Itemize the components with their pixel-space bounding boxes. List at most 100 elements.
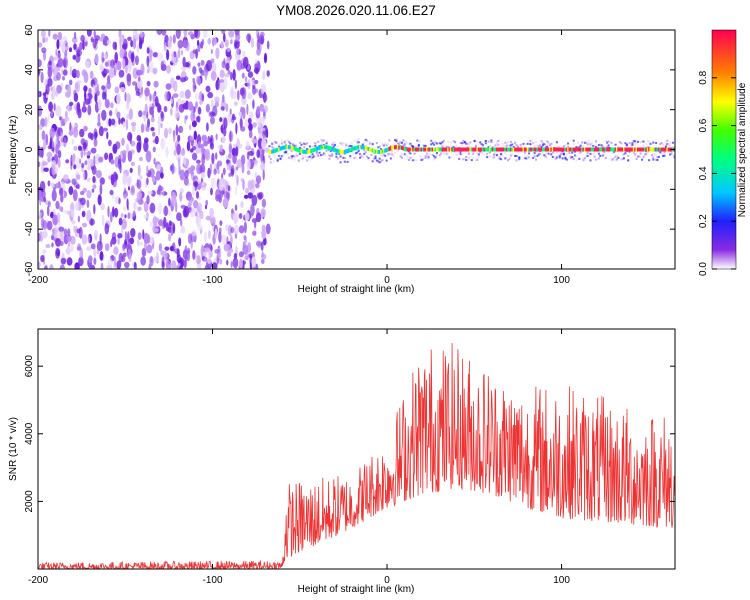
signal-halo (575, 146, 578, 148)
signal-halo (495, 154, 498, 156)
signal-halo (491, 141, 494, 144)
noise-blob (163, 105, 168, 113)
noise-blob (57, 57, 64, 68)
signal-halo (382, 153, 385, 156)
signal-halo (576, 141, 579, 144)
signal-halo (523, 151, 526, 154)
signal-halo (394, 152, 396, 155)
signal-halo (511, 143, 514, 146)
noise-blob (128, 108, 133, 120)
signal-core (593, 147, 596, 152)
signal-halo (614, 159, 617, 162)
signal-halo (571, 151, 574, 154)
signal-core (618, 147, 621, 152)
signal-halo (339, 155, 342, 158)
y-tick-label: 2000 (24, 490, 35, 513)
signal-core (357, 145, 360, 150)
signal-halo (666, 139, 669, 142)
noise-blob (131, 262, 134, 267)
signal-core (426, 147, 429, 152)
signal-halo (500, 153, 503, 156)
noise-blob (247, 242, 252, 253)
signal-core (375, 149, 379, 154)
noise-blob (256, 149, 261, 158)
noise-blob (222, 94, 225, 103)
signal-halo (550, 145, 553, 148)
noise-blob (149, 49, 153, 58)
signal-core (300, 149, 303, 154)
signal-core (461, 147, 464, 152)
noise-blob (191, 229, 197, 237)
signal-halo (465, 142, 468, 145)
signal-halo (509, 154, 512, 157)
noise-blob (160, 122, 163, 129)
noise-blob (210, 177, 216, 189)
noise-blob (51, 163, 56, 176)
signal-halo (325, 140, 328, 143)
signal-halo (526, 142, 529, 145)
noise-blob (151, 176, 156, 183)
noise-blob (255, 240, 262, 247)
signal-halo (421, 158, 424, 161)
noise-blob (258, 132, 263, 138)
noise-blob (150, 117, 155, 123)
signal-halo (490, 141, 493, 143)
noise-blob (47, 66, 53, 79)
noise-blob (101, 91, 106, 100)
noise-blob (109, 211, 113, 223)
signal-halo (449, 141, 452, 144)
signal-halo (455, 144, 458, 147)
x-tick-label: -100 (203, 575, 223, 586)
signal-halo (423, 144, 426, 147)
noise-blob (175, 107, 180, 119)
signal-halo (528, 156, 531, 159)
signal-core (493, 147, 496, 152)
noise-blob (76, 70, 80, 79)
signal-core (501, 147, 504, 152)
noise-blob (229, 108, 232, 115)
signal-core (621, 147, 624, 152)
noise-blob (46, 151, 53, 158)
noise-blob (215, 133, 218, 141)
signal-halo (595, 158, 598, 161)
noise-blob (128, 61, 132, 73)
signal-halo (317, 154, 320, 157)
signal-halo (360, 155, 363, 158)
signal-halo (308, 145, 311, 148)
noise-blob (104, 68, 110, 74)
noise-blob (56, 212, 61, 223)
signal-halo (345, 144, 348, 147)
noise-blob (162, 189, 165, 197)
noise-blob (262, 155, 266, 165)
noise-blob (112, 206, 115, 218)
signal-halo (416, 139, 419, 142)
signal-halo (424, 156, 427, 159)
signal-core (279, 146, 282, 151)
noise-blob (154, 135, 159, 145)
signal-halo (289, 142, 292, 145)
noise-blob (103, 127, 108, 132)
signal-halo (332, 141, 335, 144)
signal-core (454, 147, 457, 152)
noise-blob (184, 169, 189, 179)
noise-blob (156, 252, 159, 262)
noise-blob (77, 145, 83, 151)
noise-blob (106, 39, 111, 45)
signal-core (387, 147, 390, 152)
signal-core (599, 147, 602, 152)
noise-blob (97, 112, 101, 125)
signal-halo (313, 142, 315, 145)
noise-blob (73, 225, 76, 233)
signal-core (567, 147, 570, 152)
noise-blob (145, 150, 152, 163)
signal-core (310, 148, 313, 153)
noise-blob (38, 105, 43, 117)
noise-blob (86, 210, 92, 222)
noise-blob (263, 237, 267, 246)
signal-core (638, 147, 641, 152)
signal-halo (634, 140, 637, 143)
noise-blob (241, 72, 245, 79)
noise-blob (115, 60, 118, 73)
noise-blob (236, 174, 239, 186)
signal-halo (635, 158, 638, 160)
